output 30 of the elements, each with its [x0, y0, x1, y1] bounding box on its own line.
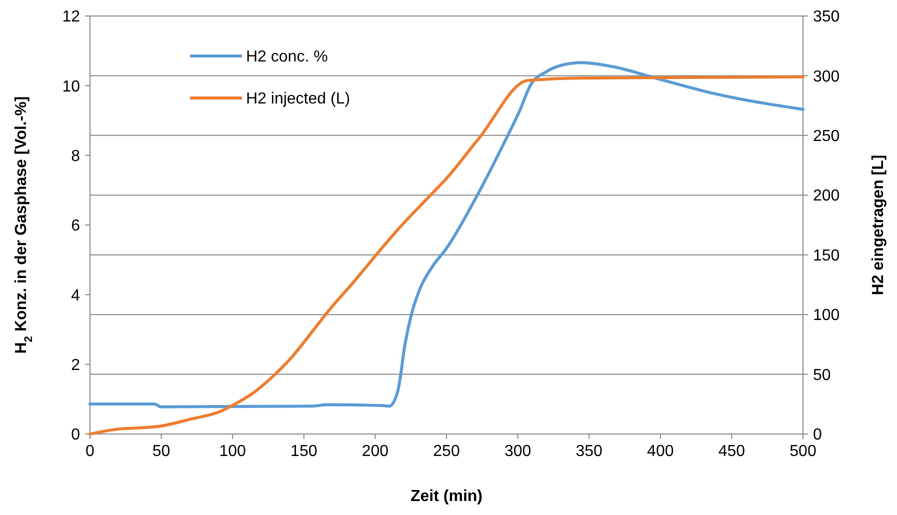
y2-tick-label: 300	[813, 68, 840, 86]
x-tick-label: 100	[219, 443, 246, 460]
y-tick-label: 8	[71, 148, 80, 165]
x-tick-label: 50	[152, 443, 170, 460]
y-tick-label: 12	[62, 8, 80, 26]
y-tick-label: 2	[71, 356, 80, 374]
y2-tick-label: 0	[813, 426, 822, 444]
x-tick-label: 500	[790, 443, 816, 460]
legend-label: H2 injected (L)	[246, 90, 350, 108]
y-tick-label: 6	[71, 218, 80, 235]
x-tick-label: 300	[504, 443, 532, 460]
y2-tick-label: 200	[813, 188, 840, 205]
y-tick-label: 10	[62, 78, 80, 96]
y-tick-label: 0	[71, 426, 80, 444]
y2-axis-title: H2 eingetragen [L]	[870, 154, 887, 296]
x-axis-title: Zeit (min)	[410, 488, 482, 505]
y2-tick-label: 150	[813, 247, 840, 264]
y2-tick-label: 50	[813, 366, 831, 384]
x-tick-label: 150	[290, 443, 318, 460]
y-tick-label: 4	[71, 287, 80, 304]
x-tick-label: 450	[718, 443, 746, 460]
legend-label: H2 conc. %	[246, 48, 328, 66]
x-tick-label: 350	[576, 443, 603, 460]
x-tick-label: 250	[433, 443, 460, 460]
x-tick-label: 400	[647, 443, 674, 460]
x-tick-label: 0	[86, 443, 95, 460]
x-tick-label: 200	[362, 443, 389, 460]
y2-tick-label: 100	[813, 307, 840, 324]
y2-tick-label: 350	[813, 8, 840, 26]
y2-tick-label: 250	[813, 128, 840, 146]
